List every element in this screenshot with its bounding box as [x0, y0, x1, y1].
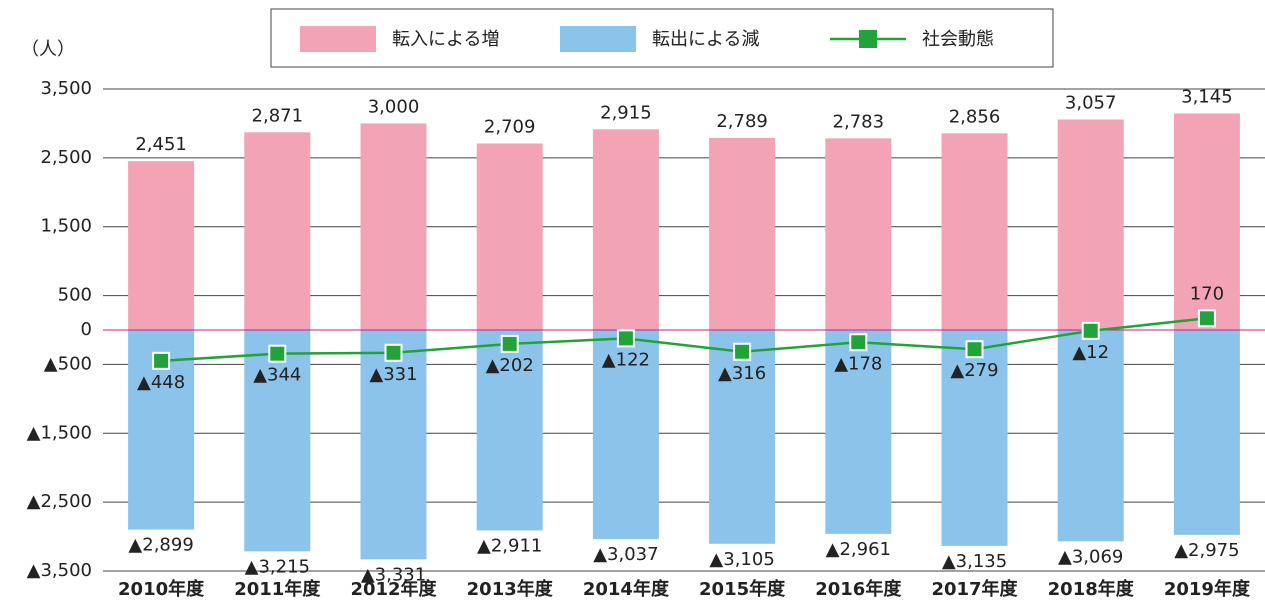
- line-marker: [384, 343, 403, 362]
- line-value-label: ▲279: [950, 360, 998, 381]
- bar-value-label: ▲2,961: [826, 539, 891, 560]
- bar: [592, 330, 659, 540]
- legend-swatch: [300, 26, 376, 52]
- bar: [1173, 113, 1240, 331]
- x-tick-label: 2014年度: [583, 578, 670, 600]
- x-tick-label: 2011年度: [234, 578, 321, 600]
- x-tick-label: 2019年度: [1164, 578, 1251, 600]
- bar-value-label: ▲2,899: [128, 535, 193, 556]
- bar-value-label: 3,000: [368, 96, 420, 117]
- x-tick-label: 2015年度: [699, 578, 786, 600]
- bar: [1057, 330, 1124, 542]
- legend-marker: [859, 30, 877, 48]
- bar-value-label: ▲3,135: [942, 551, 1007, 572]
- legend-swatch: [560, 26, 636, 52]
- line-marker: [616, 329, 635, 348]
- bar-value-label: ▲3,105: [709, 549, 774, 570]
- bar-value-label: ▲3,331: [361, 564, 426, 585]
- bar-value-label: ▲2,975: [1174, 540, 1239, 561]
- y-tick-label: ▲3,500: [27, 560, 92, 581]
- bar-value-label: 2,451: [135, 134, 187, 155]
- y-tick-label: ▲500: [44, 353, 92, 374]
- line: [161, 317, 1208, 363]
- x-tick-label: 2013年度: [467, 578, 554, 600]
- line-marker: [268, 344, 287, 363]
- line-value-label: ▲344: [253, 365, 301, 386]
- line-value-label: ▲202: [486, 355, 534, 376]
- y-tick-label: ▲2,500: [27, 491, 92, 512]
- line-value-label: ▲12: [1072, 342, 1109, 363]
- bar: [1173, 330, 1240, 535]
- x-tick-label: 2010年度: [118, 578, 205, 600]
- bar-value-label: ▲3,069: [1058, 546, 1123, 567]
- line-value-label: ▲178: [834, 353, 882, 374]
- line-value-label: ▲331: [369, 364, 417, 385]
- y-tick-label: 2,500: [40, 147, 92, 168]
- bar: [825, 330, 892, 534]
- bar-value-label: 2,856: [949, 106, 1001, 127]
- bar-value-label: 2,871: [252, 105, 304, 126]
- bar-value-label: ▲3,215: [245, 556, 310, 577]
- bar-value-label: 3,145: [1181, 86, 1233, 107]
- line-marker: [152, 351, 171, 370]
- x-tick-label: 2012年度: [350, 578, 437, 600]
- line-value-label: ▲448: [137, 372, 185, 393]
- legend-label: 社会動態: [922, 29, 994, 50]
- x-tick-label: 2016年度: [815, 578, 902, 600]
- y-tick-label: 500: [58, 285, 92, 306]
- bar: [128, 161, 195, 330]
- bar-value-label: 2,915: [600, 102, 652, 123]
- y-tick-label: 3,500: [40, 78, 92, 99]
- bar: [1057, 119, 1124, 330]
- bar: [709, 330, 776, 544]
- line-value-label: ▲122: [602, 349, 650, 370]
- bar: [476, 330, 543, 531]
- bar: [244, 330, 311, 552]
- bar: [592, 129, 659, 330]
- y-tick-label: 0: [81, 319, 92, 340]
- line-marker: [500, 334, 519, 353]
- x-tick-label: 2017年度: [931, 578, 1018, 600]
- line-marker: [965, 340, 984, 359]
- y-axis-label: （人）: [21, 39, 75, 60]
- bar-value-label: ▲3,037: [593, 544, 658, 565]
- bar: [244, 132, 311, 330]
- line-value-label: ▲316: [718, 363, 766, 384]
- x-tick-label: 2018年度: [1048, 578, 1135, 600]
- bar: [476, 143, 543, 330]
- bar-value-label: 2,709: [484, 116, 536, 137]
- bar-value-label: ▲2,911: [477, 535, 542, 556]
- bar: [941, 330, 1008, 546]
- bar: [360, 330, 427, 560]
- bar-value-label: 2,783: [833, 111, 885, 132]
- bar: [825, 138, 892, 330]
- line-marker: [1081, 321, 1100, 340]
- line-marker: [1197, 309, 1216, 328]
- bar-value-label: 2,789: [716, 111, 768, 132]
- bar-value-label: 3,057: [1065, 93, 1117, 114]
- bar: [709, 137, 776, 330]
- legend-box: [270, 8, 1054, 68]
- line-marker: [849, 333, 868, 352]
- y-tick-label: 1,500: [40, 216, 92, 237]
- bar: [941, 133, 1008, 330]
- y-tick-label: ▲1,500: [27, 422, 92, 443]
- legend-label: 転入による増: [392, 29, 499, 50]
- bar: [360, 123, 427, 330]
- line-marker: [733, 342, 752, 361]
- legend-label: 転出による減: [652, 29, 759, 50]
- line-value-label: 170: [1190, 283, 1224, 304]
